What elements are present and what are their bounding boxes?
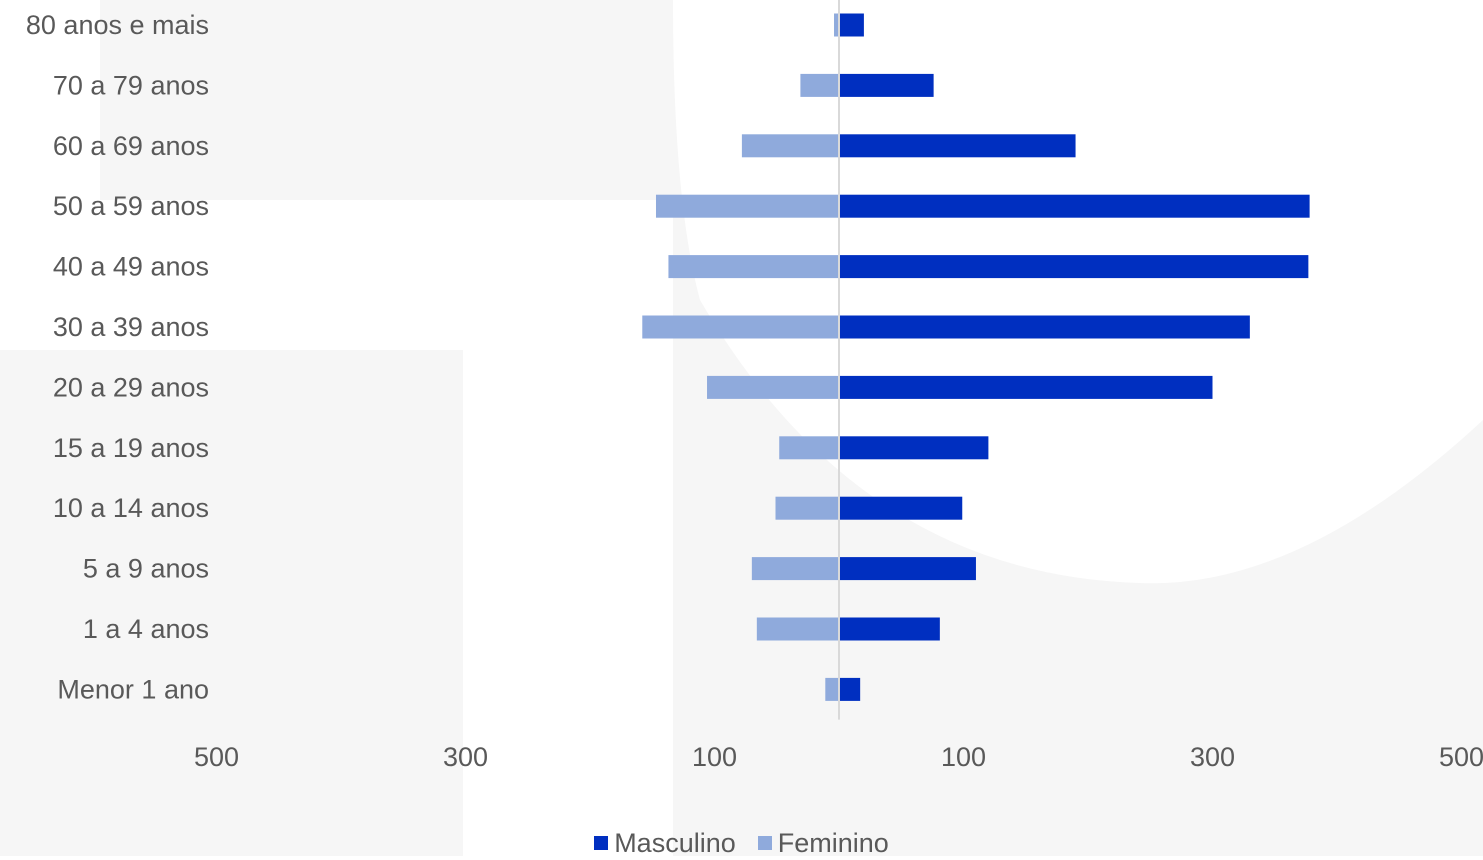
- category-labels: 80 anos e mais 70 a 79 anos 60 a 69 anos 50…: [26, 10, 209, 704]
- bar-feminino: [741, 134, 839, 158]
- x-tick-label: 100: [692, 742, 737, 772]
- bar-feminino: [668, 255, 839, 279]
- bar-masculino: [839, 375, 1213, 399]
- bar-masculino: [839, 73, 934, 97]
- x-tick-label: 500: [1439, 742, 1483, 772]
- legend-label-masculino: Masculino: [614, 828, 736, 858]
- category-label: 40 a 49 anos: [53, 252, 209, 282]
- legend-item-feminino: Feminino: [757, 826, 889, 860]
- legend-swatch-masculino: [594, 836, 609, 850]
- bar-masculino: [839, 436, 989, 460]
- legend-swatch-feminino: [757, 836, 772, 850]
- x-tick-label: 300: [1190, 742, 1235, 772]
- bar-feminino: [642, 315, 839, 339]
- category-label: 5 a 9 anos: [83, 554, 209, 584]
- x-tick-labels: 500 300 100 100 300 500: [194, 742, 1483, 772]
- x-tick-label: 300: [443, 742, 488, 772]
- bar-feminino: [834, 13, 839, 37]
- bar-masculino: [839, 617, 940, 641]
- x-tick-label: 500: [194, 742, 239, 772]
- category-label: 70 a 79 anos: [53, 70, 209, 100]
- category-label: 60 a 69 anos: [53, 131, 209, 161]
- bar-feminino: [751, 557, 839, 581]
- category-label: 80 anos e mais: [26, 10, 209, 40]
- bars: [642, 13, 1310, 701]
- bar-feminino: [825, 677, 839, 701]
- legend-item-masculino: Masculino: [594, 826, 736, 860]
- bar-feminino: [756, 617, 839, 641]
- bar-feminino: [779, 436, 839, 460]
- category-label: 1 a 4 anos: [83, 614, 209, 644]
- bar-masculino: [839, 134, 1076, 158]
- bar-feminino: [655, 194, 839, 218]
- category-label: Menor 1 ano: [57, 674, 209, 704]
- legend-label-feminino: Feminino: [777, 828, 889, 858]
- bar-masculino: [839, 13, 864, 37]
- bar-masculino: [839, 557, 976, 581]
- bar-masculino: [839, 255, 1309, 279]
- bar-masculino: [839, 194, 1310, 218]
- bar-masculino: [839, 315, 1250, 339]
- x-tick-label: 100: [941, 742, 986, 772]
- category-label: 20 a 29 anos: [53, 372, 209, 402]
- category-label: 10 a 14 anos: [53, 493, 209, 523]
- bar-feminino: [775, 496, 839, 520]
- bar-masculino: [839, 677, 861, 701]
- category-label: 15 a 19 anos: [53, 433, 209, 463]
- bar-feminino: [707, 375, 839, 399]
- bar-masculino: [839, 496, 963, 520]
- legend: Masculino Feminino: [0, 826, 1483, 860]
- category-label: 50 a 59 anos: [53, 191, 209, 221]
- bar-feminino: [800, 73, 839, 97]
- category-label: 30 a 39 anos: [53, 312, 209, 342]
